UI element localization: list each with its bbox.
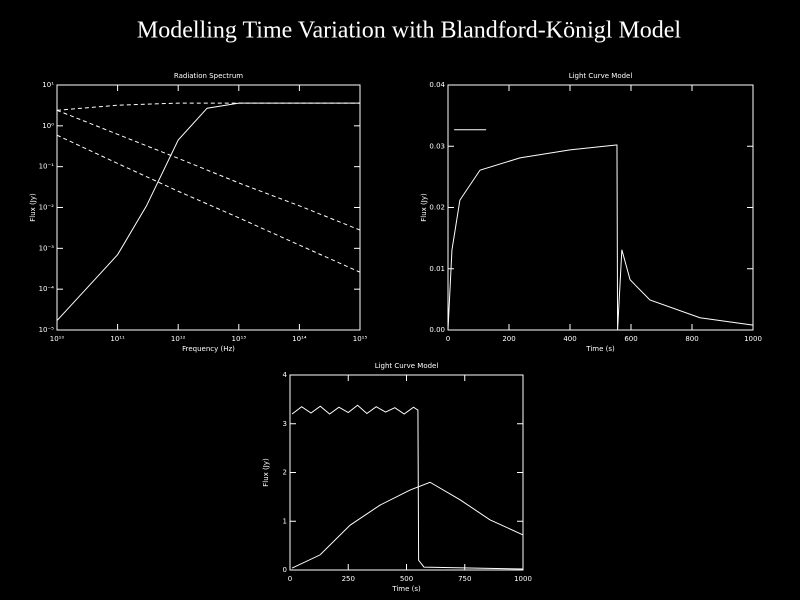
x-tick-label: 250 — [342, 575, 355, 583]
x-tick-label: 10¹⁴ — [292, 335, 307, 343]
plot-frame — [447, 84, 754, 331]
x-tick-label: 750 — [458, 575, 471, 583]
x-tick-label: 10¹¹ — [110, 335, 125, 343]
data-line — [56, 102, 360, 321]
y-tick-label: 0.03 — [429, 142, 445, 150]
y-tick-label: 10⁰ — [42, 122, 54, 130]
y-tick-label: 0.01 — [429, 265, 445, 273]
y-tick-label: 1 — [283, 517, 287, 525]
x-tick-label: 400 — [563, 335, 576, 343]
x-tick-label: 10¹² — [171, 335, 186, 343]
x-tick-label: 500 — [400, 575, 413, 583]
data-line — [291, 404, 524, 570]
data-line — [447, 144, 754, 331]
data-line — [56, 134, 361, 273]
x-axis-label: Frequency (Hz) — [182, 345, 235, 353]
x-tick-label: 200 — [502, 335, 515, 343]
x-tick-label: 0 — [446, 335, 450, 343]
chart-title: Light Curve Model — [569, 72, 633, 80]
plot-frame — [289, 374, 524, 571]
x-tick-label: 0 — [288, 575, 292, 583]
data-line — [56, 109, 361, 231]
x-tick-label: 600 — [624, 335, 637, 343]
x-tick-label: 800 — [685, 335, 698, 343]
x-tick-label: 1000 — [744, 335, 762, 343]
y-tick-label: 0.00 — [429, 326, 445, 334]
y-axis-label: Flux (Jy) — [420, 193, 428, 222]
x-tick-label: 1000 — [514, 575, 532, 583]
x-axis-label: Time (s) — [585, 345, 615, 353]
x-axis-label: Time (s) — [391, 585, 421, 593]
y-tick-label: 10⁻⁴ — [39, 285, 55, 293]
data-line — [56, 102, 360, 111]
y-tick-label: 0.04 — [429, 81, 445, 89]
y-tick-label: 4 — [283, 371, 288, 379]
chart-title: Radiation Spectrum — [174, 72, 243, 80]
chart-title: Light Curve Model — [375, 362, 439, 370]
y-tick-label: 2 — [283, 469, 287, 477]
y-tick-label: 10⁻⁵ — [39, 326, 55, 334]
data-line — [291, 481, 524, 569]
page-title: Modelling Time Variation with Blandford-… — [137, 18, 682, 44]
y-axis-label: Flux (Jy) — [29, 193, 37, 222]
y-axis-label: Flux (Jy) — [262, 458, 270, 487]
x-tick-label: 10¹⁰ — [50, 335, 65, 343]
x-tick-label: 10¹⁵ — [353, 335, 368, 343]
y-tick-label: 10⁻³ — [39, 244, 55, 252]
y-tick-label: 3 — [283, 420, 287, 428]
y-tick-label: 0.02 — [429, 204, 445, 212]
x-tick-label: 10¹³ — [232, 335, 247, 343]
y-tick-label: 10⁻¹ — [39, 163, 55, 171]
y-tick-label: 10⁻² — [39, 204, 55, 212]
y-tick-label: 10¹ — [42, 81, 54, 89]
y-tick-label: 0 — [283, 566, 287, 574]
plot-frame — [56, 84, 361, 331]
